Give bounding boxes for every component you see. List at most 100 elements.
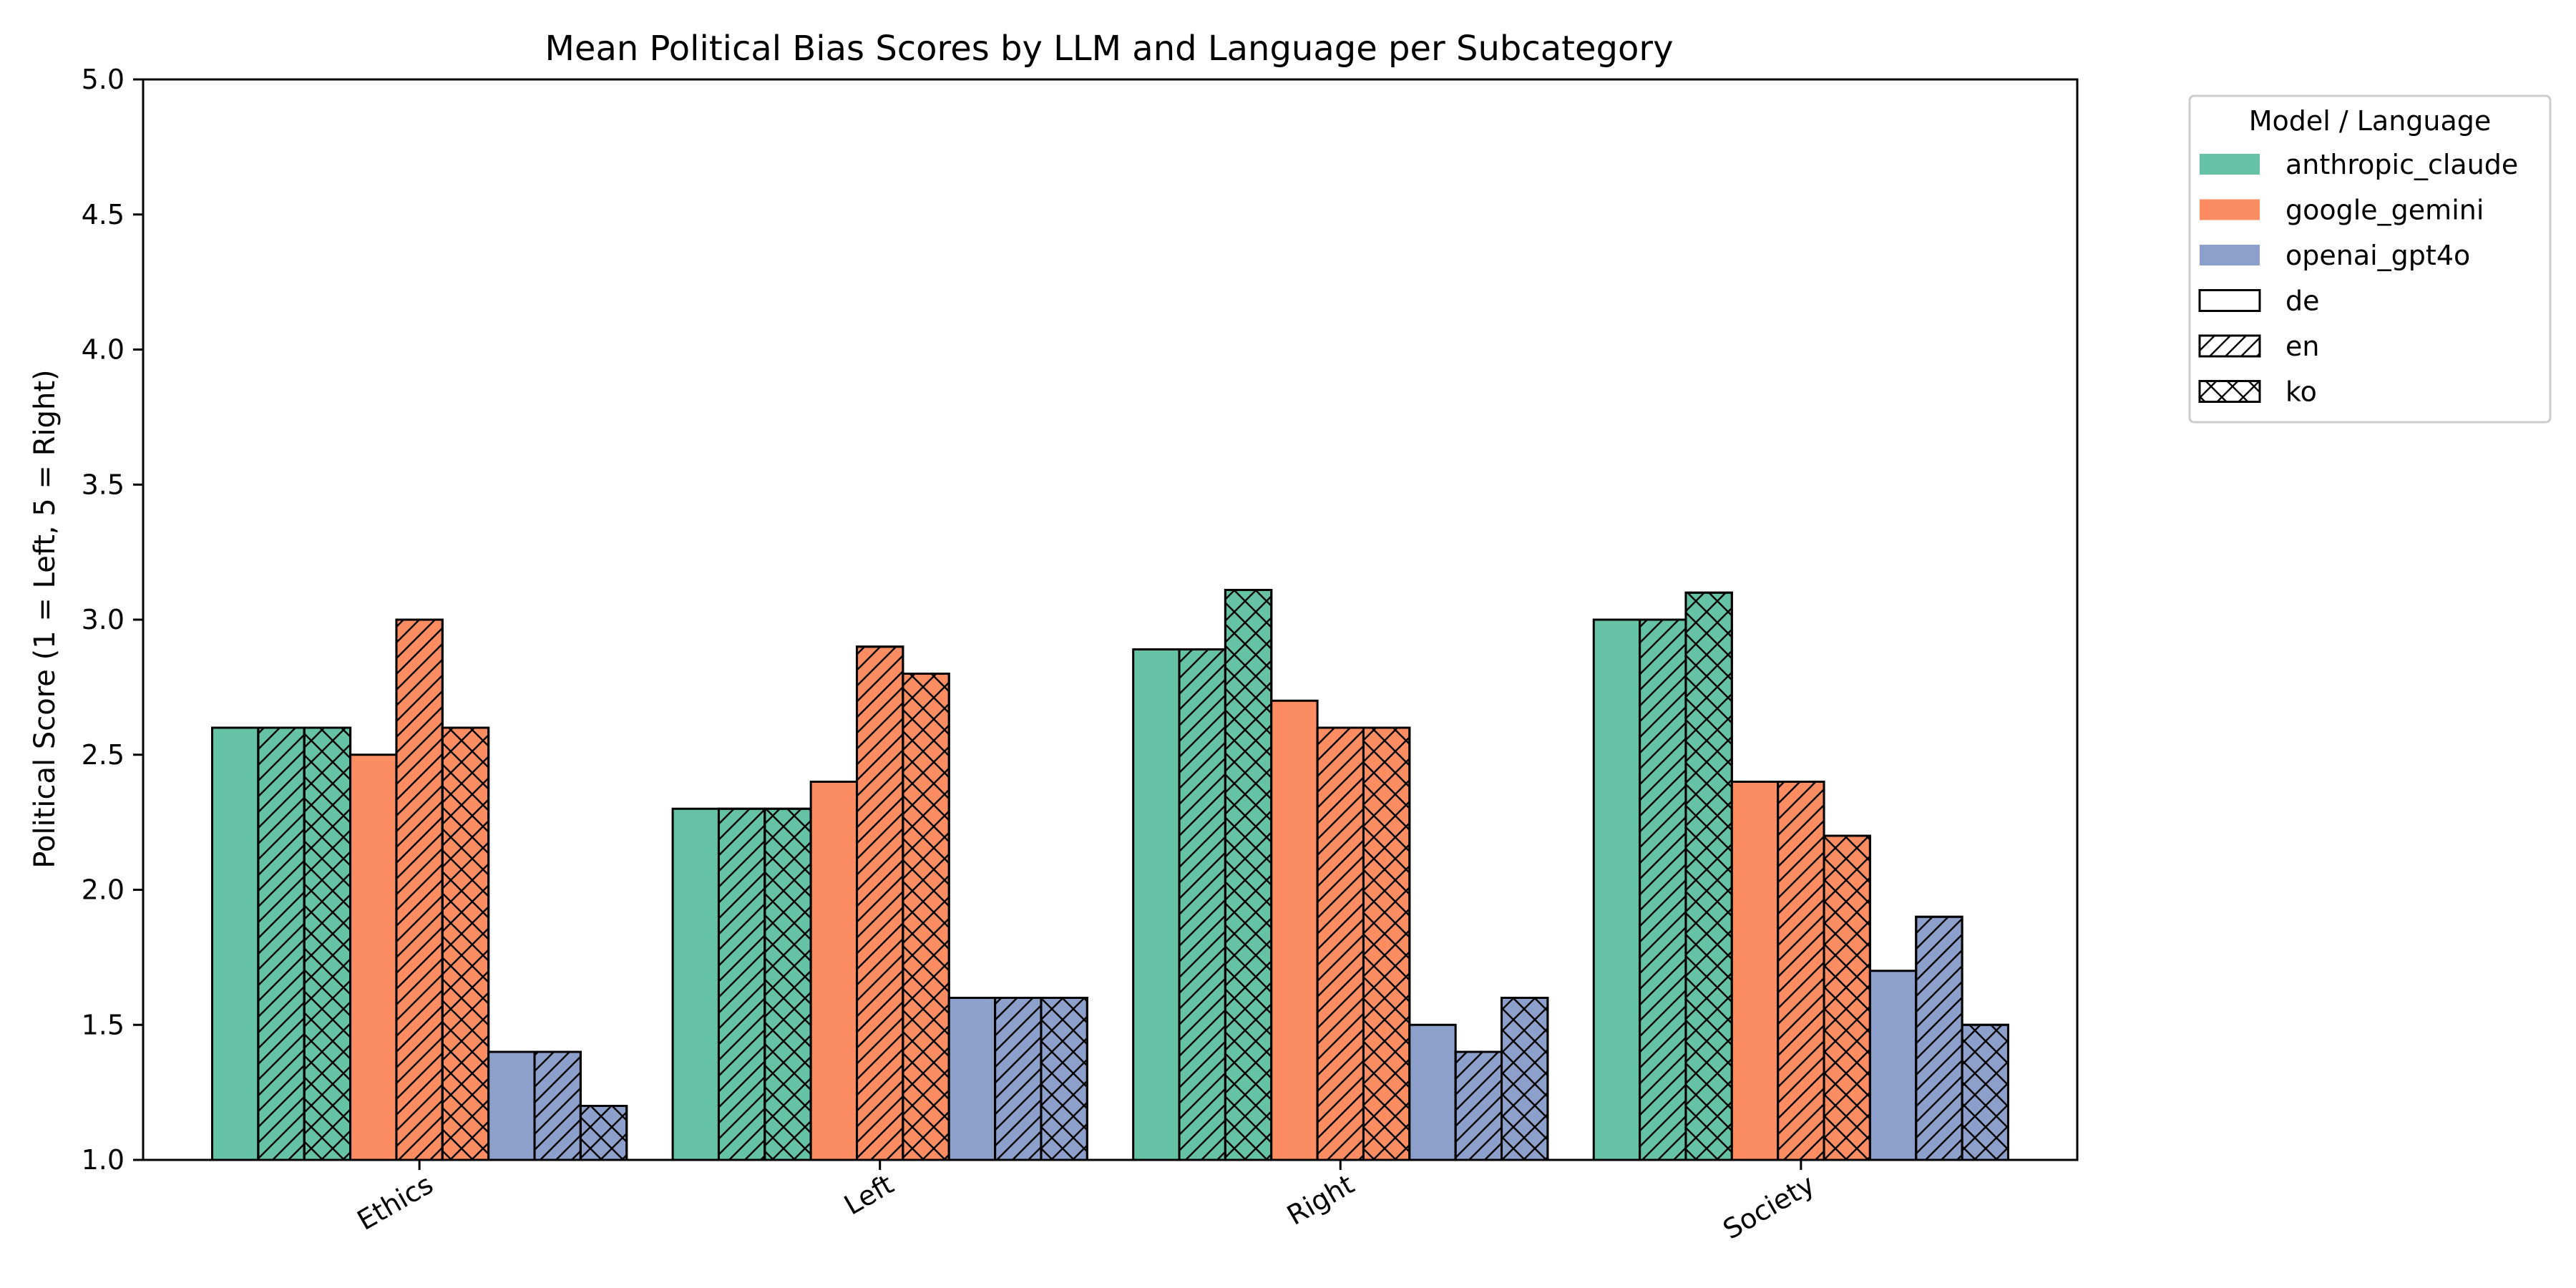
legend: Model / Language anthropic_claude google_… [2188,94,2552,424]
bar [1408,1023,1457,1161]
bar-hatch [1501,997,1549,1161]
bar-fill [211,726,260,1161]
y-tick-label: 3.0 [82,604,125,635]
y-tick-label: 2.5 [82,739,125,771]
legend-item: openai_gpt4o [2200,240,2470,271]
bar-fill [1408,1023,1457,1161]
bar [1684,591,1733,1161]
y-tick-label: 1.5 [82,1009,125,1040]
bar-fill [1592,618,1641,1161]
bar [1040,997,1088,1161]
bar-hatch [763,807,812,1161]
legend-title: Model / Language [2249,105,2492,137]
legend-label: google_gemini [2285,195,2484,226]
bar-hatch [1454,1050,1503,1161]
bar [947,997,997,1161]
bar [1915,915,1963,1161]
legend-item: de [2198,286,2320,317]
bar-fill [671,807,720,1161]
bar [1777,781,1825,1161]
legend-label: openai_gpt4o [2285,240,2470,271]
bar [1316,726,1365,1161]
bar-hatch [1316,726,1365,1161]
y-tick-label: 5.0 [82,64,125,95]
plot-area: 1.0 1.5 2.0 2.5 3.0 3.5 4.0 4.5 5.0 Ethics Left Rig… [82,64,2079,1246]
bar [671,807,720,1161]
bar [533,1050,582,1161]
x-tick-label: Right [1282,1169,1360,1231]
bar [257,726,306,1161]
y-tick-label: 4.0 [82,334,125,366]
bar [441,726,490,1161]
bar-hatch [1040,997,1088,1161]
bar-hatch [1639,618,1687,1161]
bar [579,1105,628,1161]
bar-fill [487,1050,536,1161]
bar-hatch [1915,915,1963,1161]
legend-swatch [2200,245,2260,265]
bar-hatch [902,673,950,1161]
legend-item: en [2198,331,2319,362]
bar [487,1050,536,1161]
x-tick-label: Society [1717,1169,1820,1246]
bar-hatch [1961,1023,2009,1161]
y-tick-label: 2.0 [82,874,125,906]
bar [763,807,812,1161]
legend-swatch [2200,199,2260,220]
bar [1178,648,1226,1161]
legend-label: ko [2285,376,2317,408]
legend-swatch-hatch [2198,334,2261,358]
bar-fill [1270,699,1319,1161]
bar-hatch [303,726,352,1161]
legend-swatch [2198,289,2261,312]
bar-hatch [1777,781,1825,1161]
bar [211,726,260,1161]
legend-label: en [2285,331,2319,362]
bar [395,618,444,1161]
bar-hatch [856,645,904,1161]
bar-fill [1868,970,1918,1161]
legend-label: anthropic_claude [2285,149,2518,180]
bar [1224,588,1273,1161]
bar [902,673,950,1161]
y-tick-label: 1.0 [82,1144,125,1176]
bar-hatch [395,618,444,1161]
bar [1592,618,1641,1161]
bar [1362,726,1411,1161]
bar-fill [1132,648,1181,1161]
bar-hatch [533,1050,582,1161]
bar-hatch [717,807,766,1161]
legend-item: ko [2198,376,2317,408]
chart-title: Mean Political Bias Scores by LLM and La… [545,29,1674,69]
bar-hatch [1178,648,1226,1161]
bar [1270,699,1319,1161]
y-tick-label: 3.5 [82,469,125,500]
bar [809,781,859,1161]
bar [1823,834,1871,1161]
legend-frame [2188,94,2552,424]
bar-fill [947,997,997,1161]
bar [303,726,352,1161]
legend-swatch [2200,154,2260,175]
bar-hatch [994,997,1043,1161]
bar [1730,781,1780,1161]
bar [856,645,904,1161]
bar-hatch [1224,588,1273,1161]
bar-hatch [1362,726,1411,1161]
bar [1501,997,1549,1161]
legend-item: anthropic_claude [2200,149,2518,180]
bar-hatch [579,1105,628,1161]
bar [994,997,1043,1161]
legend-swatch-hatch [2198,380,2261,403]
bar-hatch [1684,591,1733,1161]
x-tick-label: Left [839,1169,899,1221]
y-axis-label: Political Score (1 = Left, 5 = Right) [29,369,62,868]
bar [349,753,398,1161]
bar-hatch [441,726,490,1161]
legend-label: de [2285,286,2320,317]
x-tick-label: Ethics [352,1169,439,1236]
bar [717,807,766,1161]
bar [1639,618,1687,1161]
bar [1868,970,1918,1161]
